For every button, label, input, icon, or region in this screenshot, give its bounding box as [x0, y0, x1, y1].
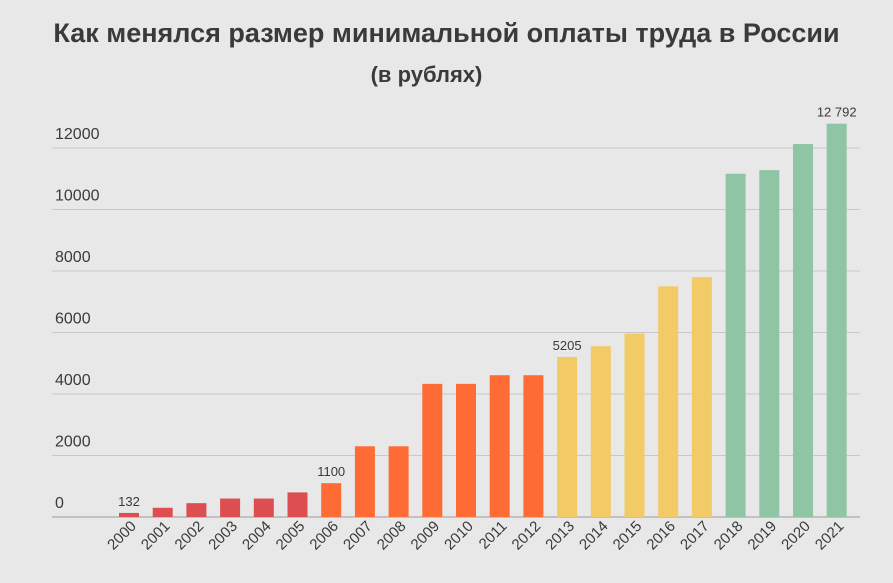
bar	[658, 286, 679, 517]
x-tick-label: 2017	[677, 518, 713, 554]
bar	[624, 333, 645, 517]
bar	[489, 375, 510, 517]
data-label: 5205	[553, 338, 582, 353]
bar	[119, 512, 139, 517]
bar	[321, 483, 342, 517]
x-tick-label: 2003	[205, 518, 241, 554]
bar	[253, 498, 274, 517]
bar	[826, 123, 847, 518]
bar	[287, 492, 308, 517]
x-tick-label: 2020	[778, 518, 814, 554]
x-tick-label: 2007	[340, 518, 376, 554]
bar	[152, 507, 173, 517]
x-tick-label: 2004	[239, 518, 275, 554]
bar	[220, 498, 241, 517]
bar	[557, 356, 578, 517]
x-tick-label: 2000	[104, 518, 140, 554]
bar	[186, 503, 207, 517]
bar	[759, 170, 780, 517]
x-tick-label: 2016	[643, 518, 679, 554]
x-tick-label: 2005	[273, 518, 309, 554]
data-label: 12 792	[817, 105, 857, 120]
x-tick-label: 2015	[610, 518, 646, 554]
bar	[725, 173, 746, 518]
x-tick-label: 2009	[408, 518, 444, 554]
bar	[691, 277, 712, 517]
y-tick-label: 8000	[55, 249, 91, 266]
bar	[422, 383, 443, 517]
y-tick-label: 0	[55, 495, 64, 512]
data-label: 132	[118, 494, 140, 509]
x-tick-label: 2006	[306, 518, 342, 554]
y-tick-label: 6000	[55, 311, 91, 328]
x-tick-label: 2001	[138, 518, 174, 554]
y-tick-label: 10000	[55, 188, 100, 205]
bar	[793, 144, 813, 517]
x-tick-label: 2012	[509, 518, 545, 554]
x-tick-label: 2014	[576, 518, 612, 554]
x-tick-label: 2011	[476, 518, 511, 553]
bar	[388, 446, 409, 517]
x-tick-label: 2018	[711, 518, 747, 554]
y-tick-label: 12000	[55, 126, 100, 143]
x-tick-label: 2002	[172, 518, 208, 554]
x-tick-label: 2010	[441, 518, 477, 554]
bar	[590, 346, 611, 517]
data-label: 1100	[317, 464, 345, 479]
y-tick-label: 2000	[55, 434, 91, 451]
bar	[456, 383, 476, 517]
chart-title: Как менялся размер минимальной оплаты тр…	[53, 18, 840, 48]
x-tick-label: 2013	[542, 518, 578, 554]
bar	[523, 375, 544, 517]
x-tick-label: 2021	[812, 518, 848, 554]
bar	[354, 446, 375, 517]
x-tick-label: 2019	[745, 518, 781, 554]
x-tick-label: 2008	[374, 518, 410, 554]
chart-subtitle: (в рублях)	[370, 62, 483, 87]
y-tick-label: 4000	[55, 372, 91, 389]
